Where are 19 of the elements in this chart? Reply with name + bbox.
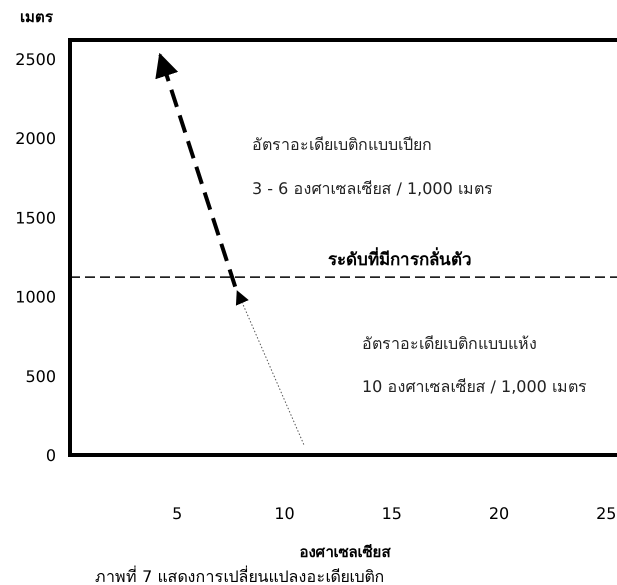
annotation: 10 องศาเซลเซียส / 1,000 เมตร (362, 377, 587, 396)
y-tick-label: 2500 (15, 50, 56, 70)
annotation: อัตราอะเดียเบติกแบบแห้ง (362, 334, 537, 353)
x-tick-label: 25 (596, 504, 616, 523)
x-tick-label: 5 (172, 504, 182, 523)
text: ภาพที่ 7 แสดงการเปลี่ยนแปลงอะเดียเบติก (95, 565, 384, 585)
x-tick-label: 20 (488, 504, 510, 523)
annotation: อัตราอะเดียเบติกแบบเปียก (252, 135, 432, 154)
y-tick-label: 2000 (15, 129, 56, 148)
x-tick-label: 10 (274, 504, 295, 523)
x-axis-title: องศาเซลเซียส (300, 543, 392, 561)
x-tick-label: 15 (382, 504, 402, 523)
ref-line-label: ระดับที่มีการกลั่นตัว (328, 247, 472, 270)
y-tick-label: 500 (25, 366, 56, 386)
y-tick-label: 1500 (15, 208, 56, 228)
y-tick-label: 0 (46, 446, 56, 465)
annotation: 3 - 6 องศาเซลเซียส / 1,000 เมตร (252, 179, 493, 198)
y-tick-label: 1000 (15, 288, 56, 307)
y-axis-title: เมตร (20, 8, 54, 26)
